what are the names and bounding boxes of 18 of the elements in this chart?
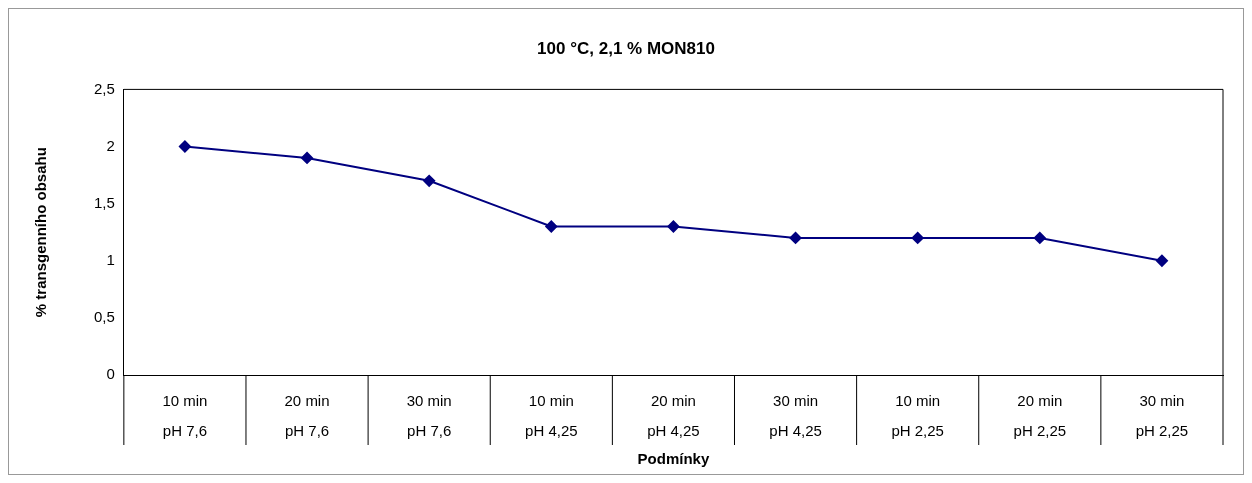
x-tick-label: 30 min pH 4,25 — [769, 392, 822, 440]
x-tick-label: 20 min pH 7,6 — [284, 392, 330, 440]
x-axis-title: Podmínky — [637, 450, 710, 468]
y-tick-label: 1,5 — [93, 193, 115, 211]
chart-title: 100 °C, 2,1 % MON810 — [537, 38, 715, 58]
x-tick-label: 20 min pH 2,25 — [1013, 392, 1067, 440]
y-tick-label: 2 — [106, 136, 115, 154]
y-tick-label: 1 — [106, 250, 115, 268]
x-tick-label: 30 min pH 2,25 — [1135, 392, 1189, 440]
x-tick-label: 20 min pH 4,25 — [647, 392, 700, 440]
y-tick-label: 0 — [106, 365, 115, 383]
x-tick-label: 10 min pH 2,25 — [891, 392, 944, 440]
x-tick-label: 30 min pH 7,6 — [406, 392, 452, 440]
y-tick-label: 2,5 — [93, 79, 115, 97]
x-tick-label: 10 min pH 4,25 — [525, 392, 578, 440]
y-tick-label: 0,5 — [93, 308, 115, 326]
x-tick-label: 10 min pH 7,6 — [162, 392, 208, 440]
y-axis-title: % transgenního obsahu — [32, 147, 50, 318]
